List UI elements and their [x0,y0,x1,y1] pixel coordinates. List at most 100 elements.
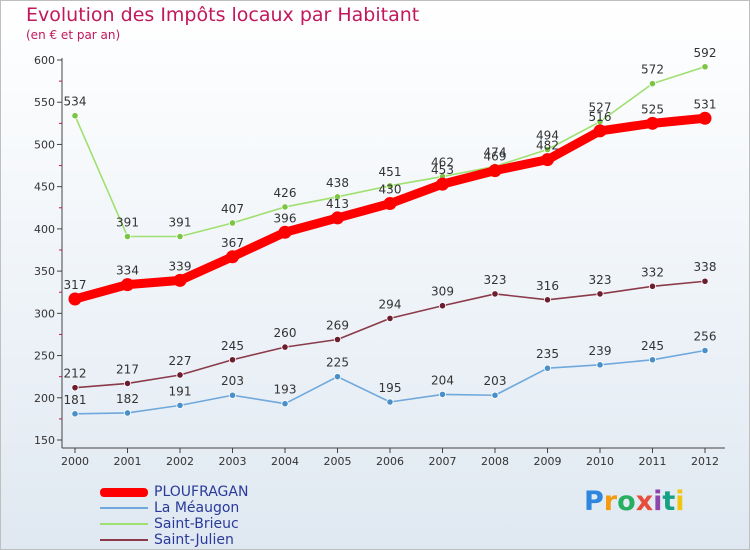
data-label: 469 [484,150,507,164]
data-point [698,111,712,125]
x-tick-label: 2001 [114,455,142,468]
data-point [228,391,237,399]
data-label: 534 [64,95,87,109]
y-tick-label: 400 [34,223,55,236]
logo-letter: r [603,486,618,517]
data-label: 396 [274,211,297,225]
chart-legend: PLOUFRAGAN La Méaugon Saint-Brieuc Saint-Ju… [100,484,248,548]
data-label: 525 [641,102,664,116]
legend-item: La Méaugon [100,500,248,516]
data-label: 482 [536,139,559,153]
data-label: 332 [641,265,664,279]
data-point [123,379,132,388]
legend-item: Saint-Brieuc [100,516,248,532]
logo-letter: P [584,486,604,517]
data-point [543,296,552,304]
data-label: 225 [326,356,349,370]
data-label: 316 [536,279,559,293]
data-point [176,371,184,379]
data-point [701,63,709,71]
x-tick-label: 2004 [271,455,299,468]
data-label: 531 [694,97,717,111]
data-point [593,124,607,138]
data-point [333,193,342,201]
x-tick-label: 2012 [691,455,719,468]
data-label: 191 [169,384,192,398]
data-label: 260 [274,326,297,340]
legend-label: Saint-Brieuc [154,516,239,532]
data-label: 203 [484,374,507,388]
data-point [228,219,237,227]
logo-letter: t [662,486,676,517]
x-tick-label: 2008 [481,455,509,468]
data-point [383,197,397,211]
y-tick-label: 500 [34,138,55,151]
data-point [228,356,237,364]
data-point [648,356,657,364]
legend-item: PLOUFRAGAN [100,484,248,500]
x-tick-label: 2003 [219,455,247,468]
y-tick-label: 600 [34,54,55,67]
data-point [491,391,499,399]
data-point [173,273,187,287]
data-label: 217 [116,362,139,376]
data-label: 245 [641,339,664,353]
data-point [176,232,184,241]
y-tick-label: 450 [34,181,55,194]
legend-item: Saint-Julien [100,532,248,548]
logo-letter: i [675,486,685,517]
data-label: 516 [589,110,612,124]
data-point [596,361,604,369]
x-tick-label: 2006 [376,455,404,468]
data-label: 294 [379,297,402,311]
data-point [278,225,292,239]
legend-swatch [100,539,148,541]
data-point [543,145,552,154]
data-point [386,182,394,190]
x-tick-label: 2002 [166,455,194,468]
chart-subtitle: (en € et par an) [26,28,121,42]
data-label: 494 [536,129,559,143]
data-point [281,343,289,351]
data-label: 339 [169,259,192,273]
data-label: 527 [589,101,612,115]
data-label: 182 [116,392,139,406]
data-label: 430 [379,183,402,197]
data-point [491,290,499,298]
data-point [386,314,394,322]
logo-letter: o [617,486,636,517]
data-label: 462 [431,156,454,170]
data-label: 245 [221,339,244,353]
data-label: 235 [536,347,559,361]
y-tick-label: 150 [34,434,55,447]
data-point [541,153,554,167]
data-label: 256 [694,329,717,343]
data-label: 334 [116,264,139,278]
data-point [123,409,132,417]
logo-letter: i [653,486,663,517]
data-point [648,282,657,290]
data-label: 367 [221,236,244,250]
data-label: 181 [64,393,87,407]
data-label: 203 [221,374,244,388]
data-point [331,211,344,225]
data-label: 323 [589,273,612,287]
x-tick-label: 2010 [586,455,614,468]
data-label: 193 [274,383,297,397]
data-point [646,116,659,130]
data-label: 317 [64,278,87,292]
x-tick-label: 2000 [61,455,89,468]
data-point [596,290,604,298]
legend-label: PLOUFRAGAN [154,484,249,500]
data-point [543,364,552,372]
legend-swatch [100,487,148,497]
data-label: 323 [484,273,507,287]
data-label: 407 [221,202,244,216]
y-tick-label: 350 [34,265,55,278]
proxiti-logo: Proxiti [584,486,685,517]
y-tick-label: 250 [34,350,55,363]
data-point [333,373,342,381]
data-point [123,232,132,241]
